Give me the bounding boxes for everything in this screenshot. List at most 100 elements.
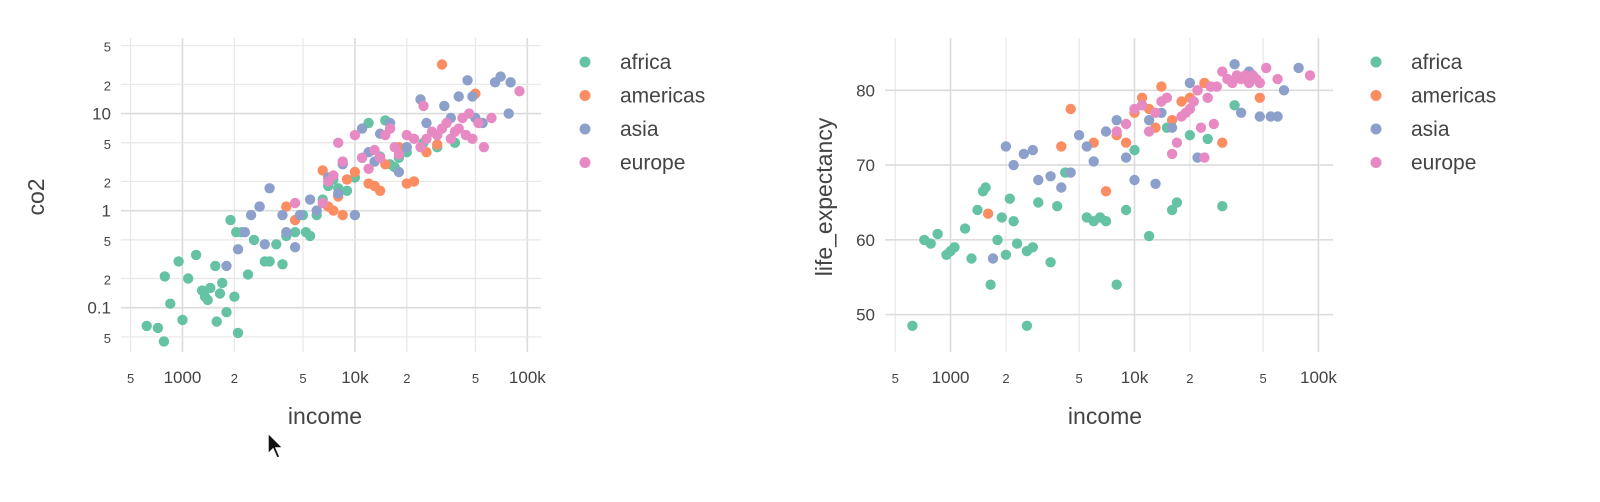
data-point-africa[interactable] (932, 228, 943, 240)
data-point-asia[interactable] (401, 142, 412, 153)
data-point-asia[interactable] (495, 71, 506, 82)
data-point-europe[interactable] (478, 142, 490, 153)
data-point-asia[interactable] (1184, 77, 1196, 89)
data-point-africa[interactable] (1033, 197, 1044, 208)
data-point-africa[interactable] (1011, 238, 1023, 249)
data-point-asia[interactable] (1272, 111, 1283, 122)
data-point-asia[interactable] (1027, 144, 1039, 156)
data-point-americas[interactable] (328, 205, 339, 216)
data-point-asia[interactable] (421, 117, 432, 129)
data-point-asia[interactable] (1100, 126, 1112, 137)
data-point-europe[interactable] (374, 152, 386, 163)
data-point-asia[interactable] (232, 244, 244, 255)
data-point-asia[interactable] (1045, 171, 1056, 182)
data-point-africa[interactable] (341, 185, 353, 196)
data-point-africa[interactable] (985, 279, 996, 290)
data-point-asia[interactable] (1065, 167, 1076, 178)
data-point-americas[interactable] (341, 174, 353, 185)
data-point-americas[interactable] (1166, 115, 1178, 126)
legend-item-asia[interactable]: asia (1370, 118, 1450, 141)
data-point-asia[interactable] (221, 260, 232, 272)
data-point-europe[interactable] (1161, 92, 1173, 104)
data-point-asia[interactable] (281, 227, 292, 238)
data-point-africa[interactable] (248, 234, 260, 246)
data-point-europe[interactable] (441, 117, 452, 129)
data-point-africa[interactable] (225, 214, 236, 226)
data-point-asia[interactable] (987, 253, 999, 264)
data-point-americas[interactable] (1217, 137, 1228, 148)
data-point-africa[interactable] (1184, 130, 1196, 141)
data-point-africa[interactable] (1027, 242, 1039, 253)
data-point-africa[interactable] (949, 242, 960, 253)
data-point-africa[interactable] (1217, 201, 1228, 212)
data-point-africa[interactable] (1052, 201, 1063, 212)
data-point-africa[interactable] (205, 282, 216, 294)
data-point-americas[interactable] (1065, 103, 1076, 115)
data-point-europe[interactable] (415, 142, 426, 153)
data-point-americas[interactable] (281, 201, 292, 212)
data-point-asia[interactable] (1000, 141, 1012, 152)
data-point-africa[interactable] (152, 322, 164, 334)
data-point-africa[interactable] (1004, 193, 1015, 204)
data-point-asia[interactable] (294, 209, 306, 221)
legend-left[interactable]: africa americas asia europe (579, 51, 706, 175)
data-point-europe[interactable] (1143, 126, 1155, 137)
data-point-africa[interactable] (1171, 197, 1183, 208)
data-point-asia[interactable] (333, 188, 344, 199)
data-point-europe[interactable] (1166, 148, 1178, 160)
data-point-europe[interactable] (453, 123, 464, 134)
data-point-europe[interactable] (1304, 70, 1316, 81)
legend-item-africa[interactable]: africa (579, 51, 672, 74)
data-point-africa[interactable] (202, 294, 213, 306)
data-point-europe[interactable] (337, 156, 348, 167)
legend-right[interactable]: africa americas asia europe (1370, 51, 1497, 175)
data-point-asia[interactable] (1278, 85, 1290, 96)
data-point-asia[interactable] (439, 100, 450, 112)
data-point-africa[interactable] (177, 314, 188, 326)
data-point-africa[interactable] (264, 256, 275, 267)
data-point-africa[interactable] (996, 212, 1007, 223)
data-point-africa[interactable] (1100, 216, 1112, 227)
data-point-africa[interactable] (229, 291, 240, 302)
data-point-africa[interactable] (277, 259, 288, 270)
data-point-asia[interactable] (349, 209, 361, 221)
data-point-africa[interactable] (165, 298, 176, 309)
data-point-asia[interactable] (1120, 152, 1132, 163)
data-point-americas[interactable] (1156, 81, 1167, 92)
data-point-europe[interactable] (421, 133, 432, 144)
data-point-asia[interactable] (1293, 62, 1304, 74)
data-point-europe[interactable] (1188, 96, 1200, 107)
legend-item-africa[interactable]: africa (1370, 51, 1463, 74)
data-point-europe[interactable] (1261, 62, 1272, 74)
data-point-americas[interactable] (1254, 92, 1266, 104)
data-point-europe[interactable] (363, 163, 374, 174)
data-point-asia[interactable] (467, 91, 478, 102)
data-point-africa[interactable] (210, 260, 221, 272)
data-point-asia[interactable] (453, 91, 464, 102)
data-point-asia[interactable] (304, 194, 316, 205)
legend-item-asia[interactable]: asia (579, 118, 659, 141)
data-point-africa[interactable] (304, 230, 316, 242)
data-point-asia[interactable] (1073, 130, 1085, 141)
data-point-asia[interactable] (1056, 182, 1067, 193)
data-point-europe[interactable] (1120, 118, 1132, 130)
data-point-africa[interactable] (271, 239, 282, 250)
data-point-americas[interactable] (317, 165, 328, 176)
data-point-europe[interactable] (384, 123, 396, 134)
data-point-americas[interactable] (374, 185, 386, 196)
data-point-europe[interactable] (1192, 85, 1203, 96)
data-point-africa[interactable] (242, 269, 254, 280)
data-point-asia[interactable] (1081, 141, 1093, 152)
data-point-asia[interactable] (277, 209, 288, 221)
data-point-europe[interactable] (1195, 122, 1207, 133)
data-point-africa[interactable] (173, 256, 184, 267)
data-point-asia[interactable] (1235, 107, 1247, 119)
data-point-asia[interactable] (259, 239, 270, 250)
data-point-europe[interactable] (1202, 92, 1213, 104)
data-point-asia[interactable] (311, 205, 322, 216)
data-point-africa[interactable] (907, 320, 918, 331)
data-point-africa[interactable] (1229, 100, 1240, 111)
data-point-americas[interactable] (1176, 96, 1187, 107)
data-point-asia[interactable] (1129, 174, 1140, 186)
data-point-africa[interactable] (1000, 249, 1012, 260)
